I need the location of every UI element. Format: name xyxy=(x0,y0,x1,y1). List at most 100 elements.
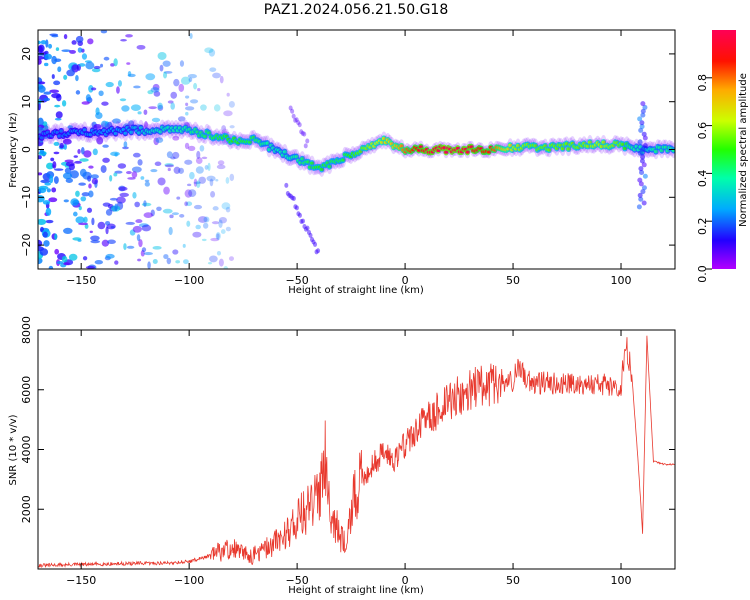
spectrogram-blob xyxy=(107,239,116,245)
snr-series-line xyxy=(38,335,675,569)
spectrogram-blob xyxy=(164,164,175,168)
spectrogram-blob xyxy=(77,47,83,53)
spectrogram-blob xyxy=(196,150,201,159)
spectrogram-blob xyxy=(136,234,141,242)
spectrogram-blob xyxy=(131,171,138,178)
spectrogram-blob xyxy=(180,76,191,85)
spectrogram-streak xyxy=(284,182,289,188)
spectrogram-blob xyxy=(210,191,216,198)
spectrogram-blob xyxy=(80,147,85,155)
spectrogram-blob xyxy=(63,74,68,80)
spectrogram-blob xyxy=(172,151,180,159)
spectrogram-ridge-core xyxy=(486,150,491,154)
spectrogram-blob xyxy=(123,243,127,250)
spectrogram-blob xyxy=(171,212,180,216)
spectrogram-blob xyxy=(123,141,128,148)
colorbar-tick-label: 0.6 xyxy=(696,122,709,140)
spectrogram-blob xyxy=(43,97,51,102)
spectrogram-blob xyxy=(143,212,153,218)
spectrogram-blob xyxy=(206,175,216,182)
spectrogram-blob xyxy=(125,221,135,225)
spectrogram-blob xyxy=(159,64,164,72)
spectrogram-streak xyxy=(290,108,295,114)
spectrogram-ridge-core xyxy=(113,131,118,136)
colorbar-tick-label: 0.8 xyxy=(696,74,709,92)
spectrogram-blob xyxy=(145,73,156,81)
spectrogram-blob xyxy=(38,58,42,65)
spectrogram-blob xyxy=(53,151,60,155)
spectrogram-blob xyxy=(79,168,87,177)
spectrogram-blob xyxy=(57,66,62,73)
spectrogram-blob xyxy=(78,63,86,67)
spectrogram-blob xyxy=(82,256,88,261)
spectrogram-blob xyxy=(182,243,186,248)
spectrogram-blob xyxy=(38,172,43,176)
spectrogram-blob xyxy=(38,81,46,85)
spectrogram-blob xyxy=(63,143,67,150)
spectrogram-streak xyxy=(303,143,308,149)
spectrogram-blob xyxy=(127,177,136,180)
spectrogram-blob xyxy=(64,159,74,163)
spectrogram-blob xyxy=(53,141,60,146)
spectrogram-blob xyxy=(207,162,211,172)
spectrogram-blob xyxy=(225,206,231,213)
spectrogram-blob xyxy=(152,83,160,91)
spectrogram-ridge-core xyxy=(265,141,270,145)
spectrogram-blob xyxy=(81,101,90,105)
colorbar-tick-label: 0.2 xyxy=(696,217,709,235)
spectrogram-y-tick-label: −20 xyxy=(20,233,33,256)
spectrogram-blob xyxy=(50,157,55,162)
spectrogram-blob xyxy=(229,125,235,129)
spectrogram-smear xyxy=(636,204,642,210)
spectrogram-blob xyxy=(188,189,197,198)
spectrogram-ridge-core xyxy=(39,136,44,140)
spectrogram-blob xyxy=(78,222,89,226)
spectrogram-x-ticks: −150 −100 −50 0 50 100 xyxy=(66,30,632,287)
spectrogram-blob xyxy=(105,253,115,259)
spectrogram-blob xyxy=(38,187,47,194)
colorbar: 0.0 0.2 0.4 0.6 0.8 Normalized spectral ampl… xyxy=(696,30,749,283)
spectrogram-y-axis-label: Frequency (Hz) xyxy=(8,112,19,188)
spectrogram-smear xyxy=(637,177,643,183)
spectrogram-ridge-core xyxy=(282,150,287,154)
spectrogram-blob xyxy=(38,218,47,225)
snr-y-tick-label: 8000 xyxy=(20,316,33,344)
spectrogram-blob xyxy=(163,71,168,79)
spectrogram-blob xyxy=(141,224,152,232)
spectrogram-blob xyxy=(98,90,104,97)
spectrogram-blob xyxy=(85,265,96,269)
spectrogram-blob xyxy=(54,233,58,240)
spectrogram-blob xyxy=(207,261,213,265)
spectrogram-blob xyxy=(141,247,147,253)
spectrogram-ridge-core xyxy=(310,161,315,165)
spectrogram-ridge-core xyxy=(465,150,470,154)
colorbar-gradient xyxy=(712,30,736,269)
spectrogram-blob xyxy=(132,152,141,158)
spectrogram-blob xyxy=(48,265,54,269)
spectrogram-blob xyxy=(130,104,141,112)
spectrogram-blob xyxy=(105,226,109,235)
spectrogram-blob xyxy=(39,248,49,256)
spectrogram-blob xyxy=(113,172,118,177)
spectrogram-smear xyxy=(638,196,644,202)
spectrogram-blob xyxy=(137,111,142,115)
spectrogram-blob xyxy=(166,151,173,159)
spectrogram-blob xyxy=(223,266,229,269)
spectrogram-blob xyxy=(93,65,101,70)
spectrogram-blob xyxy=(48,43,53,49)
spectrogram-blob xyxy=(184,189,193,198)
spectrogram-blob xyxy=(216,233,220,239)
spectrogram-smear xyxy=(640,112,646,118)
spectrogram-x-tick-label: 50 xyxy=(506,274,520,287)
spectrogram-ridge-core xyxy=(399,144,404,148)
spectrogram-blob xyxy=(63,262,70,266)
spectrogram-blob xyxy=(75,216,85,224)
spectrogram-smear xyxy=(642,143,648,149)
spectrogram-blob xyxy=(178,167,184,174)
spectrogram-smear xyxy=(639,169,645,175)
spectrogram-blob xyxy=(42,200,51,205)
spectrogram-ridge-core xyxy=(341,158,346,162)
spectrogram-blob xyxy=(91,178,99,185)
spectrogram-blob xyxy=(40,179,51,184)
